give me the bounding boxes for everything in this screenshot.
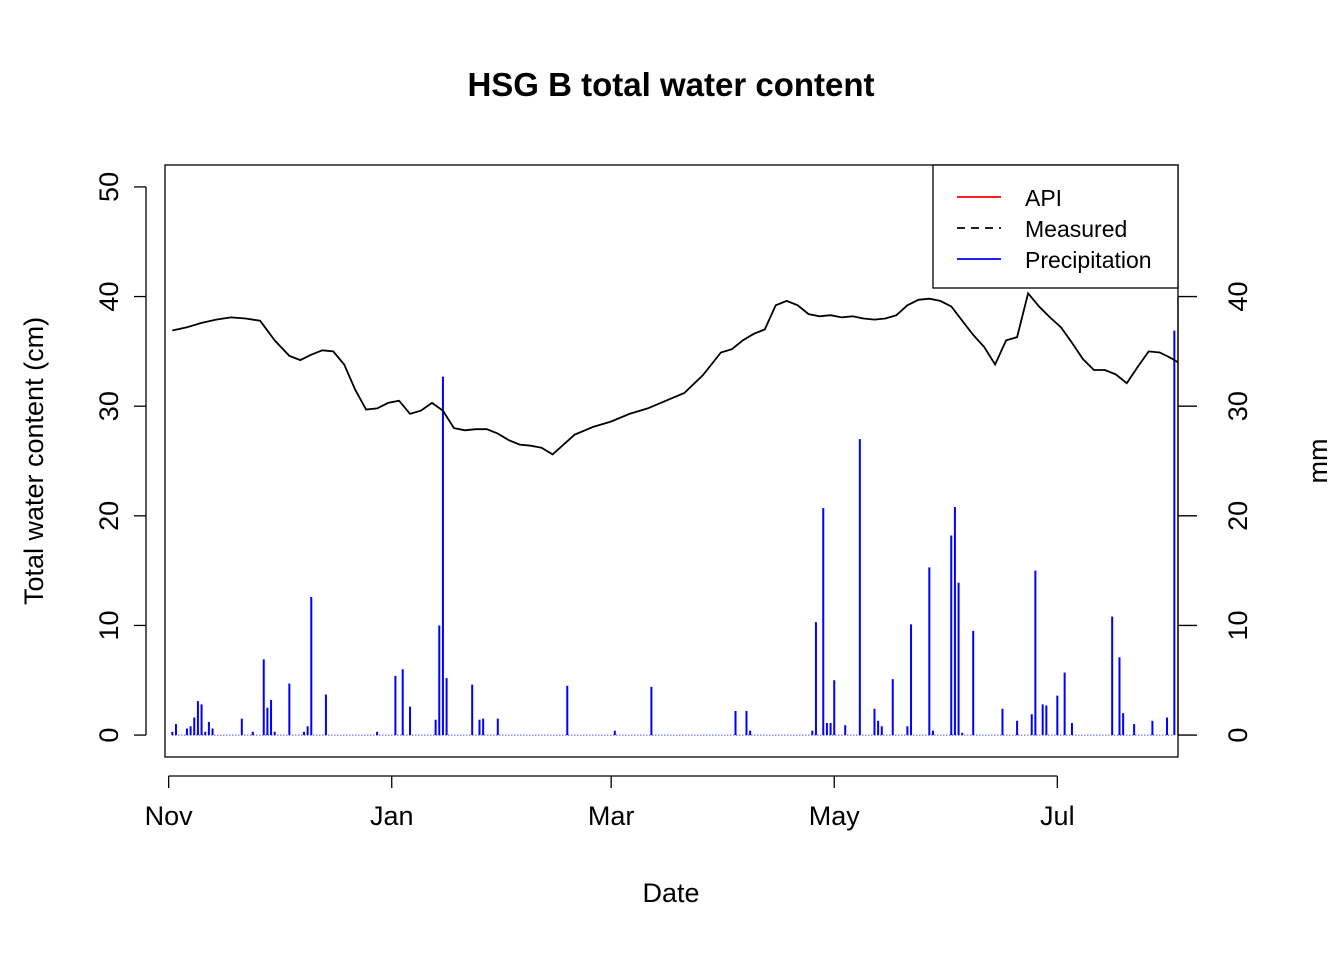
y2-axis-label: mm [1303,439,1333,484]
y-axis-left: 0 10 20 30 40 50 [94,172,147,743]
y-tick-label: 40 [94,282,124,312]
legend: API Measured Precipitation [932,164,1179,289]
y2-tick-label: 40 [1223,282,1253,312]
legend-label-precipitation: Precipitation [1025,247,1152,273]
y-tick-label: 50 [94,172,124,202]
chart-title: HSG B total water content [467,66,874,103]
y-tick-label: 10 [94,610,124,640]
y2-tick-label: 10 [1223,610,1253,640]
x-axis-label: Date [642,878,699,908]
legend-label-measured: Measured [1025,216,1127,242]
precipitation-bars [171,330,1176,736]
x-tick-label: Jan [370,801,414,831]
x-tick-label: Jul [1040,801,1075,831]
y-tick-label: 0 [94,728,124,743]
measured-line [172,291,1179,456]
x-tick-label: Mar [588,801,635,831]
y-tick-label: 20 [94,501,124,531]
legend-label-api: API [1025,185,1062,211]
y2-tick-label: 30 [1223,391,1253,421]
y-tick-label: 30 [94,391,124,421]
y-axis-right: 0 10 20 30 40 [1177,282,1253,743]
x-tick-label: Nov [145,801,194,831]
x-tick-label: May [809,801,861,831]
legend-box [932,164,1179,289]
y2-tick-label: 0 [1223,728,1253,743]
y2-tick-label: 20 [1223,501,1253,531]
x-axis: Nov Jan Mar May Jul [145,775,1075,831]
y-axis-label: Total water content (cm) [19,317,49,605]
